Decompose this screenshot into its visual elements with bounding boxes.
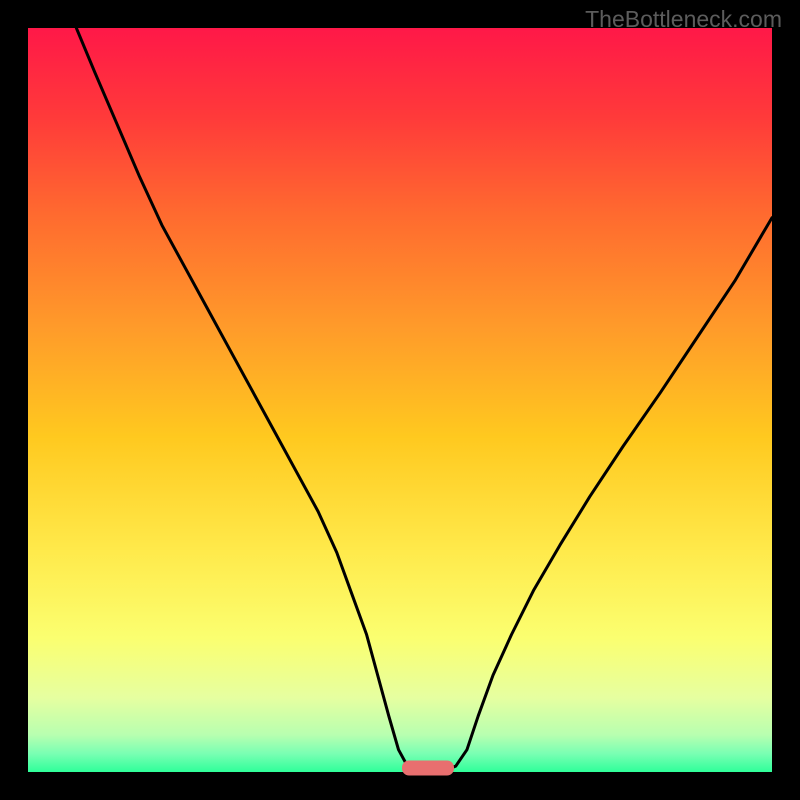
optimum-marker (402, 760, 454, 775)
chart-frame: TheBottleneck.com (0, 0, 800, 800)
watermark-text: TheBottleneck.com (585, 6, 782, 33)
curve-layer (28, 28, 772, 772)
bottleneck-curve (76, 28, 772, 772)
plot-region (28, 28, 772, 772)
